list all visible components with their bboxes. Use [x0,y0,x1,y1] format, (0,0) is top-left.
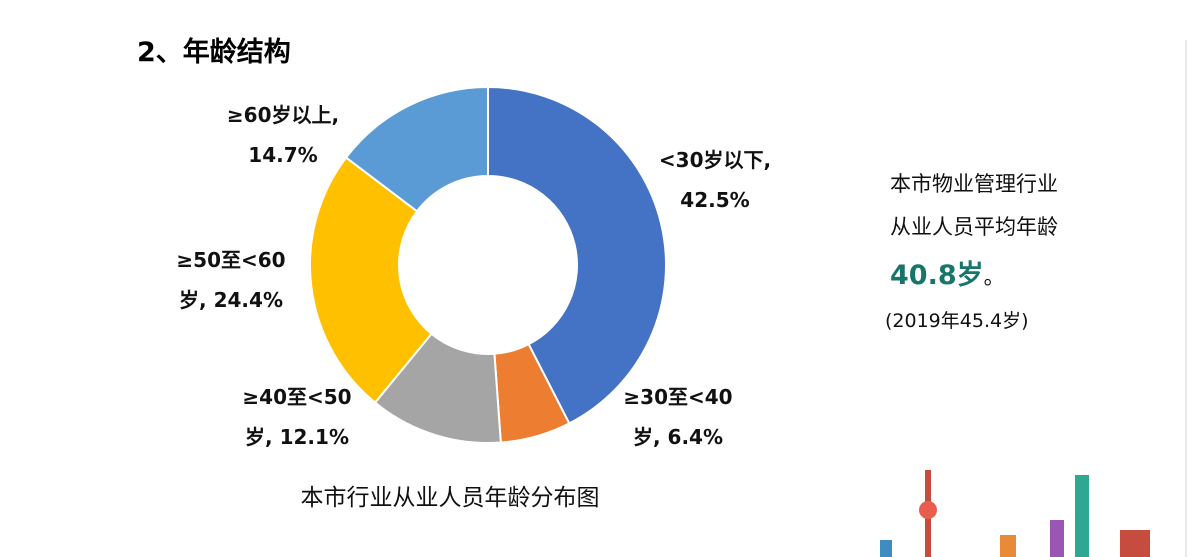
note-highlight: 40.8岁 [890,260,984,291]
donut-slice [309,156,433,404]
note-highlight-row: 40.8岁。 [890,253,1005,292]
heading: 2、年龄结构 [137,37,291,68]
category-label: ≥40至<50岁, [242,385,352,449]
slice-label: ≥30至<40岁, 6.4% [619,377,737,457]
slice-label: ≥50至<60岁, 24.4% [172,240,290,320]
chart-caption: 本市行业从业人员年龄分布图 [300,485,600,511]
value-label: 12.1% [279,425,349,449]
note-punct: 。 [983,265,1005,289]
category-label: ≥30至<40岁, [623,385,733,449]
slice-label: <30岁以下, 42.5% [656,140,774,220]
slice-label: ≥60岁以上, 14.7% [224,95,342,175]
slice-label: ≥40至<50岁, 12.1% [238,377,356,457]
note-line: 从业人员平均年龄 [890,215,1058,239]
note-line: 本市物业管理行业 [890,172,1058,196]
donut-slice [344,85,489,213]
category-label: ≥60岁以上, [226,103,340,127]
value-label: 6.4% [667,425,724,449]
category-label: <30岁以下, [658,148,772,172]
category-label: ≥50至<60岁, [176,248,286,312]
value-label: 24.4% [213,288,283,312]
note-previous: (2019年45.4岁) [885,310,1029,332]
skyline [880,470,1150,557]
value-label: 42.5% [680,188,750,212]
donut-slice [487,85,667,425]
value-label: 14.7% [248,143,318,167]
